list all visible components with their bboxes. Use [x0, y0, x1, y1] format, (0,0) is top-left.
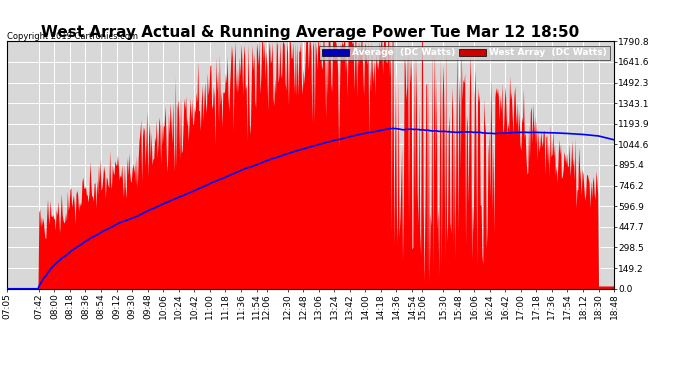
- Title: West Array Actual & Running Average Power Tue Mar 12 18:50: West Array Actual & Running Average Powe…: [41, 25, 580, 40]
- Legend: Average  (DC Watts), West Array  (DC Watts): Average (DC Watts), West Array (DC Watts…: [319, 46, 609, 60]
- Text: Copyright 2019 Cartronics.com: Copyright 2019 Cartronics.com: [7, 32, 138, 41]
